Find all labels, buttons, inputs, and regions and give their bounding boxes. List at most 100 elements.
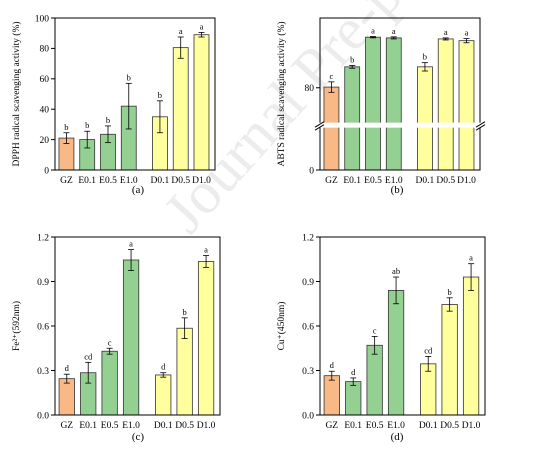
- significance-letter-D0.5: b: [183, 307, 187, 317]
- error-bar-E1.0: [125, 82, 132, 130]
- error-bar-E0.1: [350, 377, 357, 386]
- significance-letter-D0.1: d: [161, 362, 166, 372]
- y-tick-label: 0: [44, 166, 49, 176]
- error-bar-D1.0: [463, 38, 470, 44]
- y-tick-label: 0.0: [302, 411, 314, 421]
- bar-E0.5: [366, 344, 383, 416]
- y-tick-label: 0.9: [302, 278, 314, 288]
- y-tick-label: 0.3: [37, 367, 49, 377]
- y-tick-label: 100: [35, 14, 50, 24]
- error-bar-GZ: [328, 370, 335, 381]
- error-bar-E0.5: [104, 125, 111, 144]
- significance-letter-E1.0: b: [127, 72, 131, 82]
- x-tick-label-E1.0: E1.0: [120, 176, 138, 186]
- x-tick-label-D0.5: D0.5: [175, 421, 194, 431]
- error-bar-E0.1: [349, 65, 356, 69]
- bar-E1.0: [385, 37, 402, 171]
- significance-letter-E0.5: b: [106, 115, 110, 125]
- axis-break-gap: [314, 122, 486, 128]
- bar-E0.1: [345, 381, 362, 416]
- significance-letter-D0.1: cd: [424, 345, 433, 355]
- significance-letter-D1.0: a: [465, 28, 469, 38]
- y-tick-label: 0.3: [302, 367, 314, 377]
- bar-D0.5: [176, 327, 193, 416]
- significance-letter-D0.5: a: [444, 27, 448, 37]
- y-tick-label: 80: [40, 45, 50, 55]
- error-bar-E1.0: [393, 276, 400, 305]
- bar-D0.1: [155, 374, 172, 416]
- bar-E0.5: [101, 350, 118, 416]
- significance-letter-E1.0: a: [129, 239, 133, 249]
- y-tick-label: 1.2: [302, 233, 314, 243]
- x-tick-label-GZ: GZ: [325, 176, 338, 186]
- x-tick-label-D0.5: D0.5: [440, 421, 459, 431]
- x-tick-label-E1.0: E1.0: [385, 176, 403, 186]
- x-tick-label-D0.5: D0.5: [171, 176, 190, 186]
- error-bar-E1.0: [128, 249, 135, 271]
- significance-letter-E0.1: b: [85, 120, 89, 130]
- x-tick-label-GZ: GZ: [60, 176, 73, 186]
- x-tick-label-E0.5: E0.5: [101, 421, 119, 431]
- axis-break-mark: [314, 124, 325, 131]
- chart-panel-2: c GZ b E0.1 a E0.5 a E1.0 b D0.1 a D0.5 a D1.0 0 80 ABTS…: [276, 17, 486, 196]
- significance-letter-D0.1: b: [423, 52, 427, 62]
- x-tick-label-E0.5: E0.5: [366, 421, 384, 431]
- error-bar-D0.1: [156, 100, 163, 134]
- axis-break-mark: [475, 121, 486, 128]
- y-tick-label: 20: [40, 136, 50, 146]
- y-tick-label: 0.9: [37, 278, 49, 288]
- bar-D1.0: [462, 276, 480, 416]
- bar-D0.5: [172, 47, 189, 171]
- bar-D0.5: [441, 304, 458, 416]
- significance-letter-E0.5: c: [108, 337, 112, 347]
- x-tick-label-E0.1: E0.1: [78, 176, 96, 186]
- x-tick-label-E0.1: E0.1: [344, 421, 362, 431]
- bar-D1.0: [458, 40, 475, 171]
- x-tick-label-E1.0: E1.0: [387, 421, 405, 431]
- bar-GZ: [323, 86, 340, 171]
- plot-frame: [54, 17, 216, 171]
- y-axis-title: ABTS radical scavenging activity (%): [276, 21, 287, 166]
- y-tick-label: 0.0: [37, 411, 49, 421]
- significance-letter-GZ: d: [65, 363, 70, 373]
- x-tick-label-GZ: GZ: [60, 421, 73, 431]
- significance-letter-GZ: d: [330, 360, 335, 370]
- error-bar-GZ: [63, 132, 70, 144]
- axis-break-mark: [475, 124, 486, 131]
- y-tick-label: 1.2: [37, 233, 49, 243]
- y-tick-label: 0: [309, 166, 314, 176]
- error-bar-D0.5: [442, 37, 449, 41]
- x-tick-label-E0.1: E0.1: [343, 176, 361, 186]
- bar-E1.0: [122, 259, 140, 416]
- significance-letter-D0.5: b: [448, 287, 452, 297]
- significance-letter-D1.0: a: [469, 253, 473, 263]
- y-axis-title: Fe²⁺(592nm): [11, 301, 22, 351]
- bar-D1.0: [193, 34, 210, 171]
- x-tick-label-D1.0: D1.0: [197, 421, 216, 431]
- x-tick-label-D1.0: D1.0: [192, 176, 211, 186]
- significance-letter-E0.1: d: [351, 367, 356, 377]
- error-bar-E0.1: [85, 361, 92, 384]
- x-tick-label-D0.1: D0.1: [151, 176, 170, 186]
- x-tick-label-D0.5: D0.5: [436, 176, 455, 186]
- error-bar-E0.5: [106, 347, 113, 355]
- error-bar-D1.0: [468, 263, 475, 291]
- significance-letter-D0.5: a: [179, 26, 183, 36]
- error-bar-E1.0: [390, 36, 397, 40]
- plot-frame: [319, 17, 481, 171]
- y-tick-label: 0.6: [37, 322, 49, 332]
- bar-D0.5: [437, 38, 454, 171]
- error-bar-D0.5: [181, 317, 188, 340]
- chart-panel-1: b GZ b E0.1 b E0.5 b E1.0 b D0.1 a D0.5 a D1.0 0 20 40 60…: [11, 14, 216, 196]
- chart-panel-4: d GZ d E0.1 c E0.5 ab E1.0 cd D0.1 b D0.5 a D1.0 0.0 0.…: [276, 233, 486, 443]
- error-bar-D0.1: [160, 372, 167, 378]
- significance-letter-D1.0: a: [200, 21, 204, 31]
- significance-letter-GZ: b: [64, 122, 68, 132]
- significance-letter-D1.0: a: [204, 245, 208, 255]
- x-tick-label-D0.1: D0.1: [419, 421, 438, 431]
- y-axis-title: Cu⁺(450nm): [276, 302, 287, 351]
- x-tick-label-E0.5: E0.5: [99, 176, 117, 186]
- panel-label: (d): [391, 431, 404, 443]
- bar-GZ: [58, 378, 75, 416]
- error-bar-E0.1: [84, 130, 91, 149]
